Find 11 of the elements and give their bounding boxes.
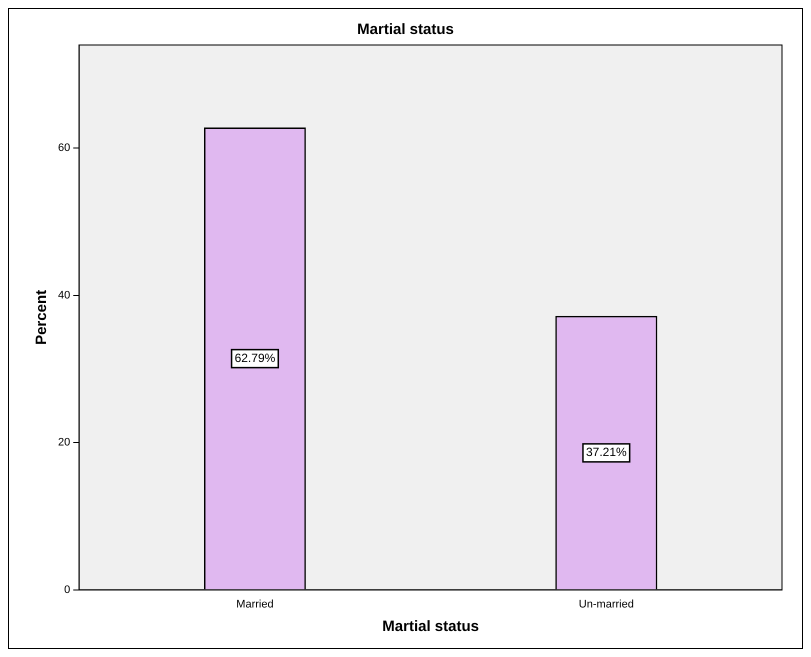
x-axis-title: Martial status	[382, 618, 479, 636]
x-tick-label: Un-married	[578, 598, 634, 610]
x-tick-label: Married	[236, 598, 274, 610]
y-tick-label: 60	[58, 142, 70, 154]
data-label: 37.21%	[586, 445, 627, 460]
data-label: 62.79%	[234, 350, 276, 365]
y-axis-title: Percent	[33, 290, 50, 345]
chart-title: Martial status	[357, 21, 454, 38]
y-tick-label: 40	[58, 289, 70, 302]
y-tick-label: 0	[64, 584, 70, 596]
y-tick-label: 20	[58, 436, 70, 449]
